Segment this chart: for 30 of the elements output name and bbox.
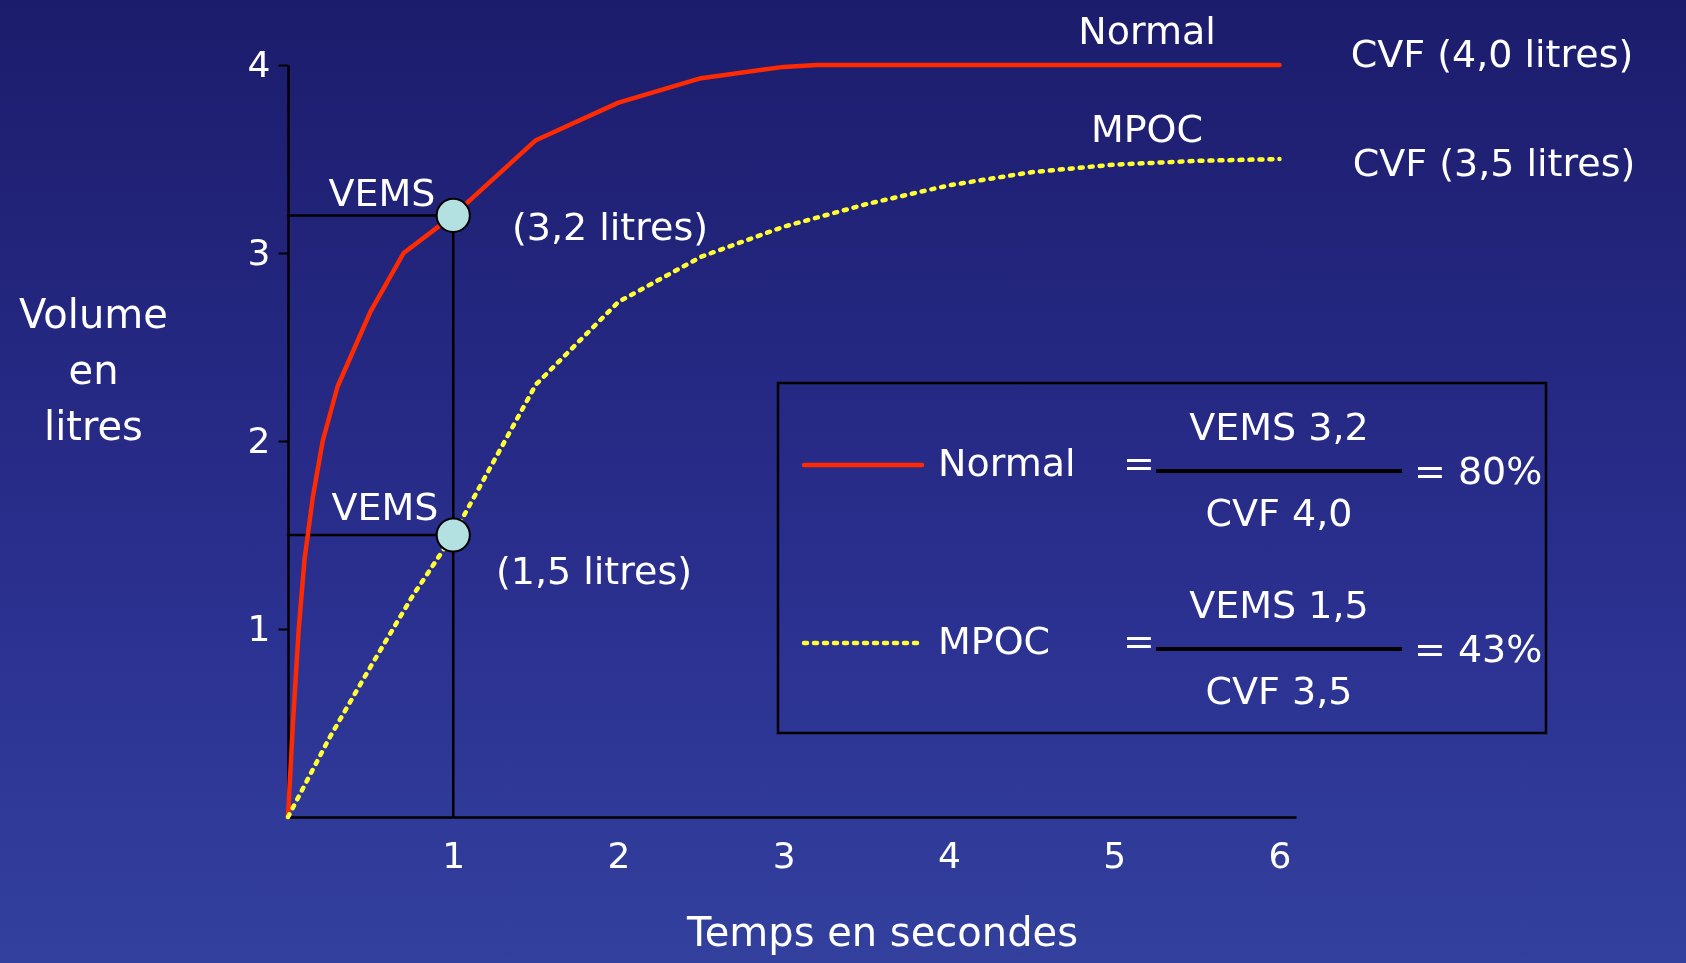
x-axis-title: Temps en secondes: [686, 908, 1078, 955]
text: = 80%: [1414, 449, 1543, 493]
annotation: CVF 3,5: [1205, 669, 1353, 713]
x-tick-label: 3: [772, 834, 796, 876]
x-tick-label: 2: [607, 834, 631, 876]
annotation: VEMS: [331, 485, 439, 529]
x-tick-label: 4: [938, 834, 961, 876]
y-tick-label: 3: [247, 231, 271, 273]
annotation: VEMS 1,5: [1189, 583, 1369, 627]
annotation: =: [1123, 619, 1155, 663]
legend-label: MPOC: [938, 619, 1051, 663]
legend-label: Normal: [938, 441, 1076, 485]
text: CVF (3,5 litres): [1352, 141, 1636, 185]
y-axis-title: Volume en litres: [19, 290, 168, 449]
annotation: =: [1123, 441, 1155, 485]
y-tick-label: 2: [247, 419, 271, 461]
annotation: (3,2 litres): [511, 205, 709, 249]
text: = 43%: [1414, 627, 1543, 671]
y-tick-label: 4: [247, 43, 271, 85]
x-tick-label: 6: [1268, 834, 1292, 876]
x-tick-label: 5: [1103, 834, 1127, 876]
y-tick-label: 1: [247, 607, 271, 649]
annotation: CVF 4,0: [1205, 491, 1353, 535]
x-tick-label: 1: [442, 834, 466, 876]
annotation: VEMS: [328, 171, 436, 215]
text: CVF (4,0 litres): [1350, 32, 1634, 76]
annotation: VEMS 3,2: [1189, 405, 1369, 449]
text: Normal: [1078, 9, 1216, 53]
annotation: (1,5 litres): [495, 549, 693, 593]
annotation: MPOC: [1090, 107, 1204, 151]
